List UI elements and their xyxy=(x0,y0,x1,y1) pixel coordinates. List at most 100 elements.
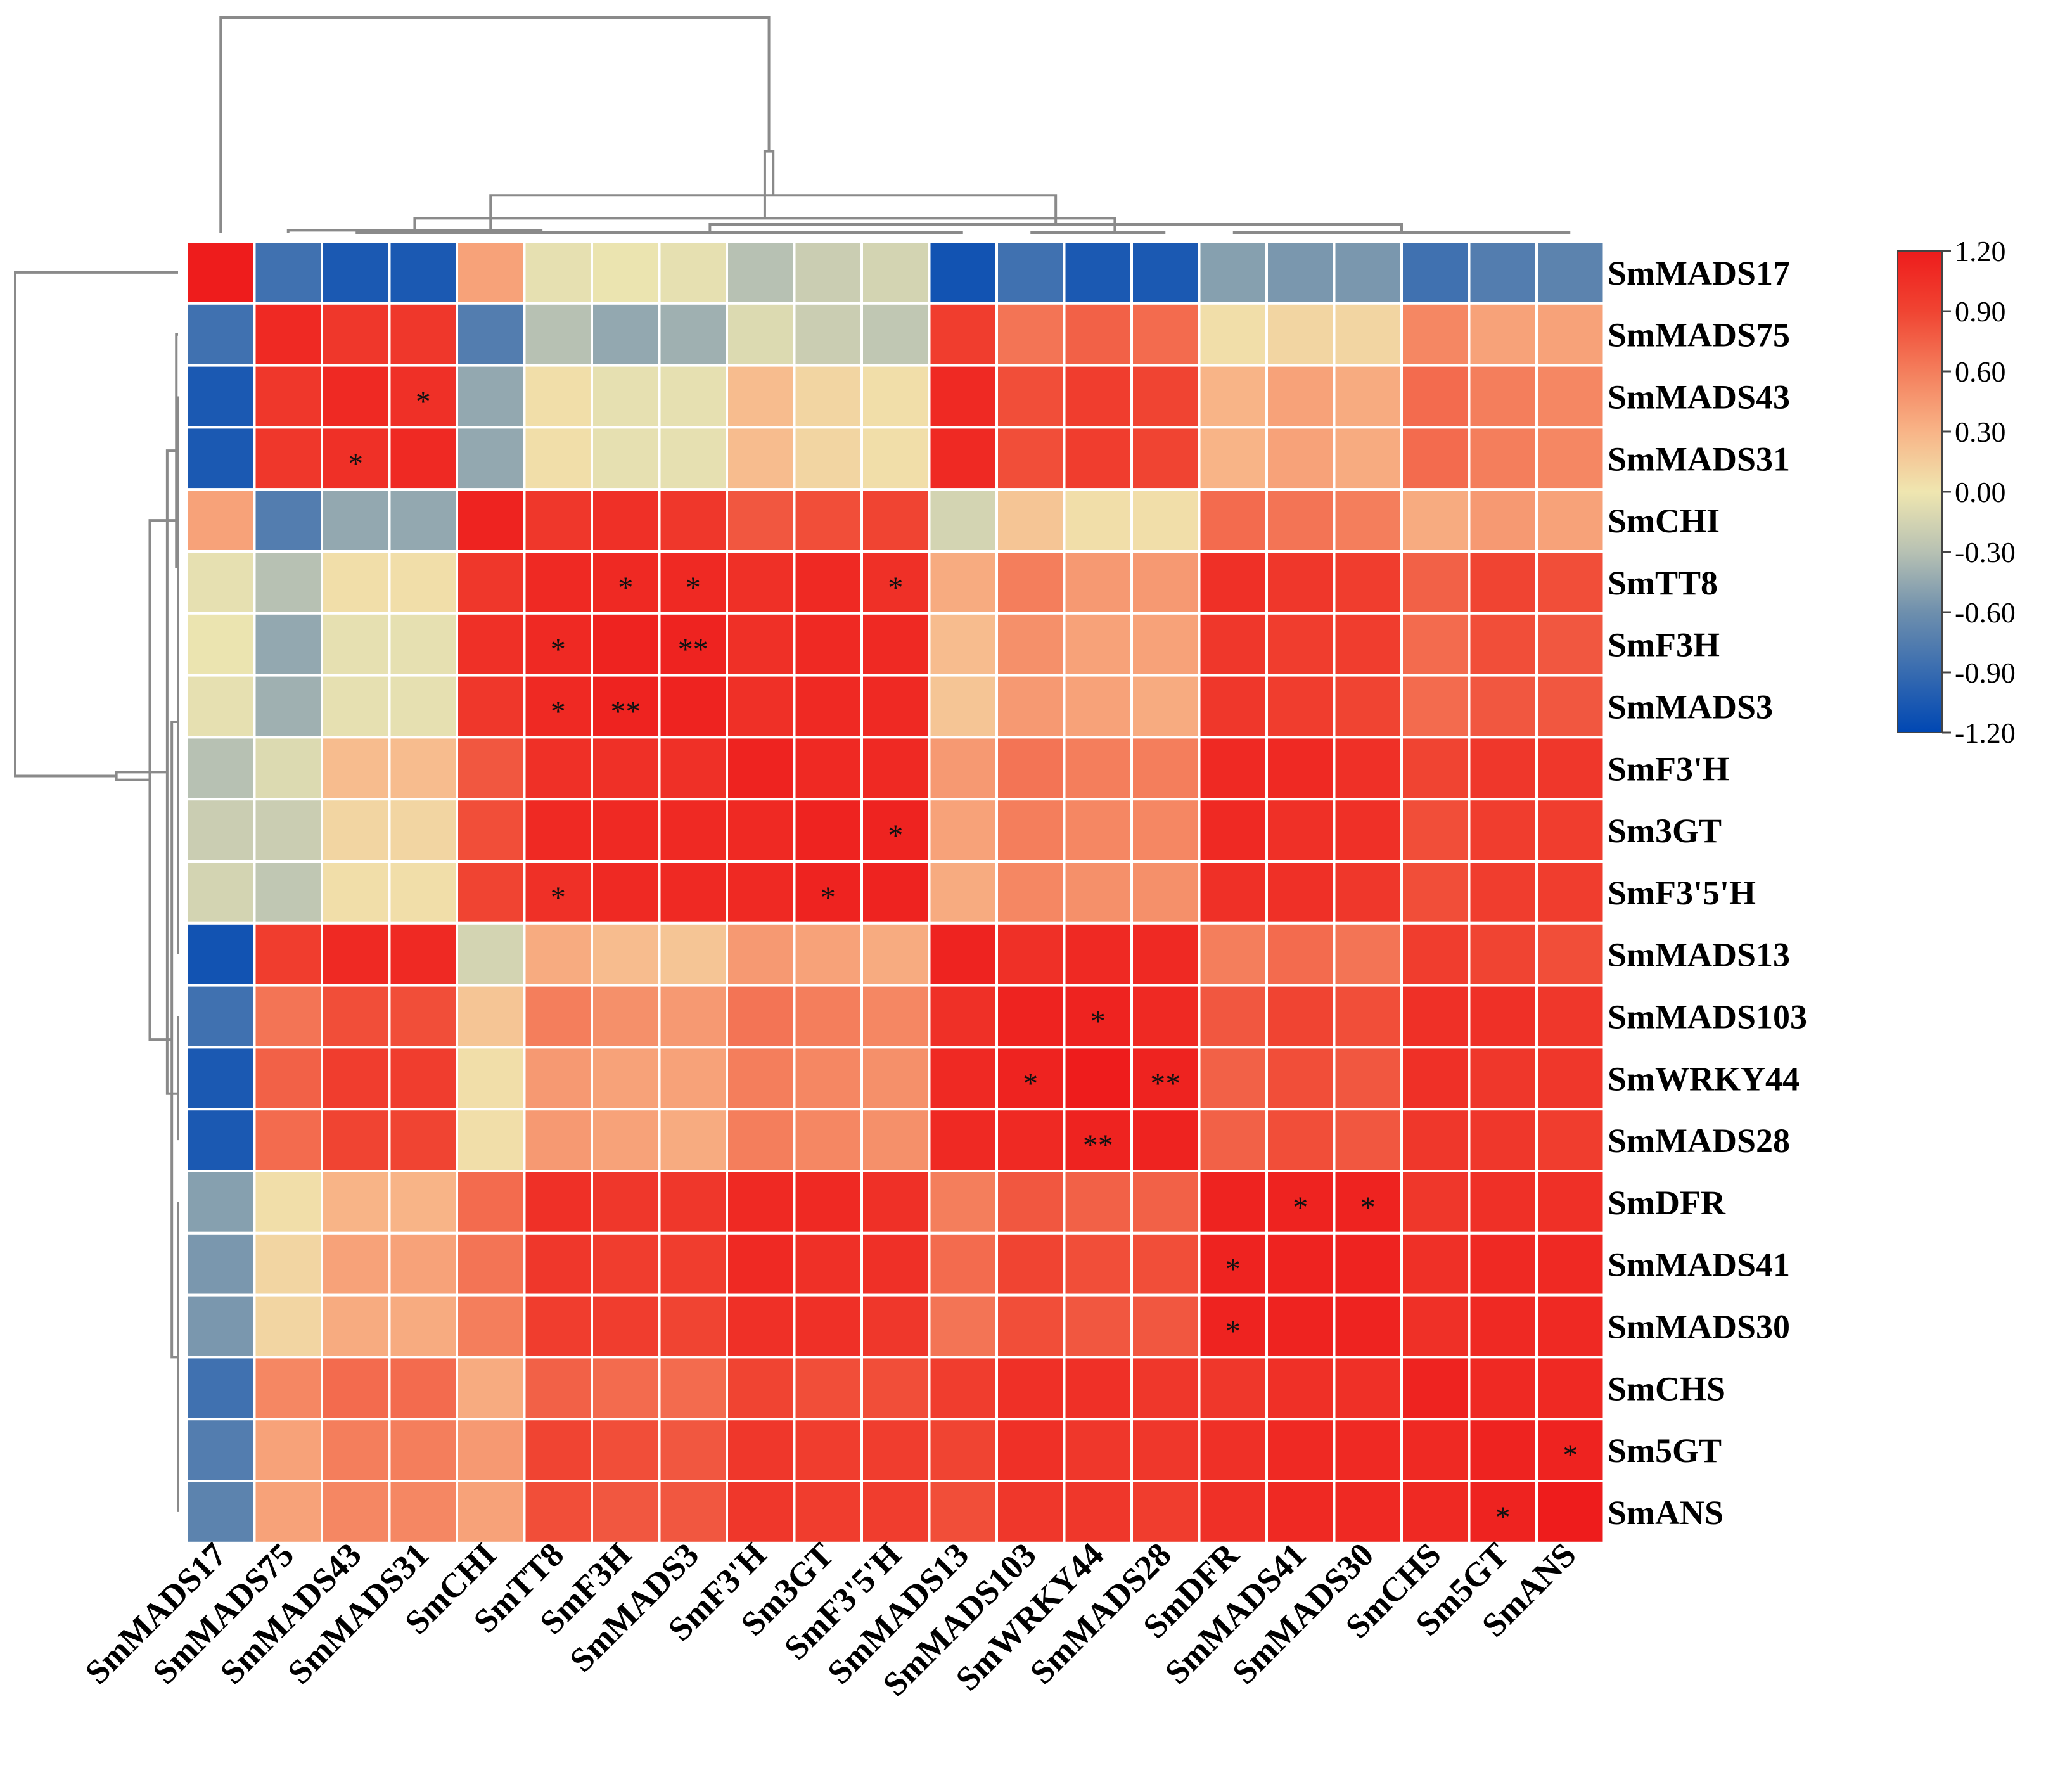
heatmap-cell xyxy=(591,674,661,739)
significance-mark: * xyxy=(1090,1005,1106,1039)
heatmap-cell xyxy=(591,984,661,1049)
heatmap-cell xyxy=(1400,674,1471,739)
heatmap-cell xyxy=(726,302,796,367)
heatmap-cell xyxy=(321,1231,391,1297)
significance-mark: * xyxy=(618,571,633,605)
heatmap-cell xyxy=(658,798,728,863)
heatmap-cell xyxy=(321,1480,391,1544)
heatmap-cell xyxy=(793,1356,863,1421)
heatmap-cell xyxy=(523,1231,593,1297)
row-label: SmMADS28 xyxy=(1608,1122,1790,1160)
heatmap-cell xyxy=(1265,1480,1336,1544)
heatmap-cell xyxy=(1130,674,1201,739)
heatmap-cell xyxy=(1468,860,1538,925)
heatmap-cell xyxy=(1063,1231,1133,1297)
heatmap-cell xyxy=(253,1170,323,1235)
heatmap-cell xyxy=(186,984,256,1049)
heatmap-cell xyxy=(1468,364,1538,429)
heatmap-cell xyxy=(860,1418,931,1482)
dendrogram-branch xyxy=(115,771,167,781)
heatmap-cell xyxy=(658,488,728,553)
heatmap-cell xyxy=(456,736,526,801)
heatmap-cell xyxy=(928,736,998,801)
heatmap-cell xyxy=(253,674,323,739)
heatmap-cell xyxy=(1265,426,1336,491)
heatmap-cell xyxy=(928,921,998,987)
heatmap-cell xyxy=(1468,1418,1538,1482)
heatmap-cell xyxy=(793,921,863,987)
heatmap-cell xyxy=(1468,798,1538,863)
colorbar-tick-label: -0.60 xyxy=(1955,596,2016,629)
heatmap-cell xyxy=(1535,1046,1606,1111)
row-label: SmF3H xyxy=(1608,626,1720,664)
heatmap-cell xyxy=(456,1480,526,1544)
heatmap-cell xyxy=(1333,1480,1403,1544)
heatmap-cell xyxy=(253,488,323,553)
heatmap-cell xyxy=(523,674,593,739)
row-label: Sm5GT xyxy=(1608,1432,1722,1470)
heatmap-cell xyxy=(321,550,391,615)
heatmap-cell xyxy=(523,1108,593,1172)
heatmap-cell xyxy=(456,302,526,367)
heatmap-cell xyxy=(1130,921,1201,987)
heatmap-cell xyxy=(253,426,323,491)
heatmap-cell xyxy=(253,364,323,429)
heatmap-cell xyxy=(186,240,256,305)
heatmap-cell xyxy=(860,1046,931,1111)
heatmap-cell xyxy=(321,612,391,677)
heatmap-cell xyxy=(1400,240,1471,305)
heatmap-cell xyxy=(793,1480,863,1544)
heatmap-cell xyxy=(1535,1293,1606,1359)
heatmap-cell xyxy=(1063,240,1133,305)
heatmap-cell xyxy=(591,1231,661,1297)
heatmap-cell xyxy=(995,302,1066,367)
heatmap-cell xyxy=(928,1293,998,1359)
heatmap-cell xyxy=(860,1170,931,1235)
heatmap-cell xyxy=(1063,1480,1133,1544)
significance-mark: * xyxy=(551,695,566,729)
heatmap-cell xyxy=(995,240,1066,305)
heatmap-cell xyxy=(253,550,323,615)
heatmap-cell xyxy=(321,426,391,491)
heatmap-cell xyxy=(928,1108,998,1172)
heatmap-cell xyxy=(1130,984,1201,1049)
heatmap-cell xyxy=(388,860,458,925)
heatmap-cell xyxy=(793,1108,863,1172)
heatmap-cell xyxy=(995,674,1066,739)
heatmap-cell xyxy=(928,674,998,739)
row-dendrogram xyxy=(14,271,179,1512)
significance-mark: * xyxy=(888,571,903,605)
heatmap-cell xyxy=(523,364,593,429)
heatmap-cell xyxy=(523,921,593,987)
heatmap-cell xyxy=(1063,921,1133,987)
heatmap-cell xyxy=(253,1356,323,1421)
heatmap-cell xyxy=(388,984,458,1049)
heatmap-cell xyxy=(1198,1293,1268,1359)
heatmap-cell xyxy=(591,1293,661,1359)
heatmap-cell xyxy=(186,860,256,925)
heatmap-cell xyxy=(1333,488,1403,553)
dendrogram-branch xyxy=(219,16,771,233)
heatmap-cell xyxy=(388,1418,458,1482)
heatmap-cell xyxy=(1535,984,1606,1049)
heatmap-cell xyxy=(860,240,931,305)
colorbar-tick-label: -0.90 xyxy=(1955,657,2016,689)
heatmap-cell xyxy=(1130,1480,1201,1544)
colorbar-tick-label: -0.30 xyxy=(1955,536,2016,568)
heatmap-cell xyxy=(928,302,998,367)
heatmap-cell xyxy=(1130,302,1201,367)
heatmap-cell xyxy=(1400,984,1471,1049)
colorbar-tick-label: 0.90 xyxy=(1955,295,2006,328)
heatmap-cell xyxy=(860,860,931,925)
heatmap-cell xyxy=(321,921,391,987)
heatmap-cell xyxy=(1535,674,1606,739)
dendrogram-branch xyxy=(708,223,1403,233)
heatmap-cell xyxy=(995,860,1066,925)
heatmap-cell xyxy=(928,1046,998,1111)
heatmap-cell xyxy=(321,240,391,305)
heatmap-cell xyxy=(1265,1418,1336,1482)
heatmap-cell xyxy=(860,1480,931,1544)
heatmap-cell xyxy=(1333,1108,1403,1172)
heatmap-cell xyxy=(388,798,458,863)
heatmap-cell xyxy=(456,798,526,863)
